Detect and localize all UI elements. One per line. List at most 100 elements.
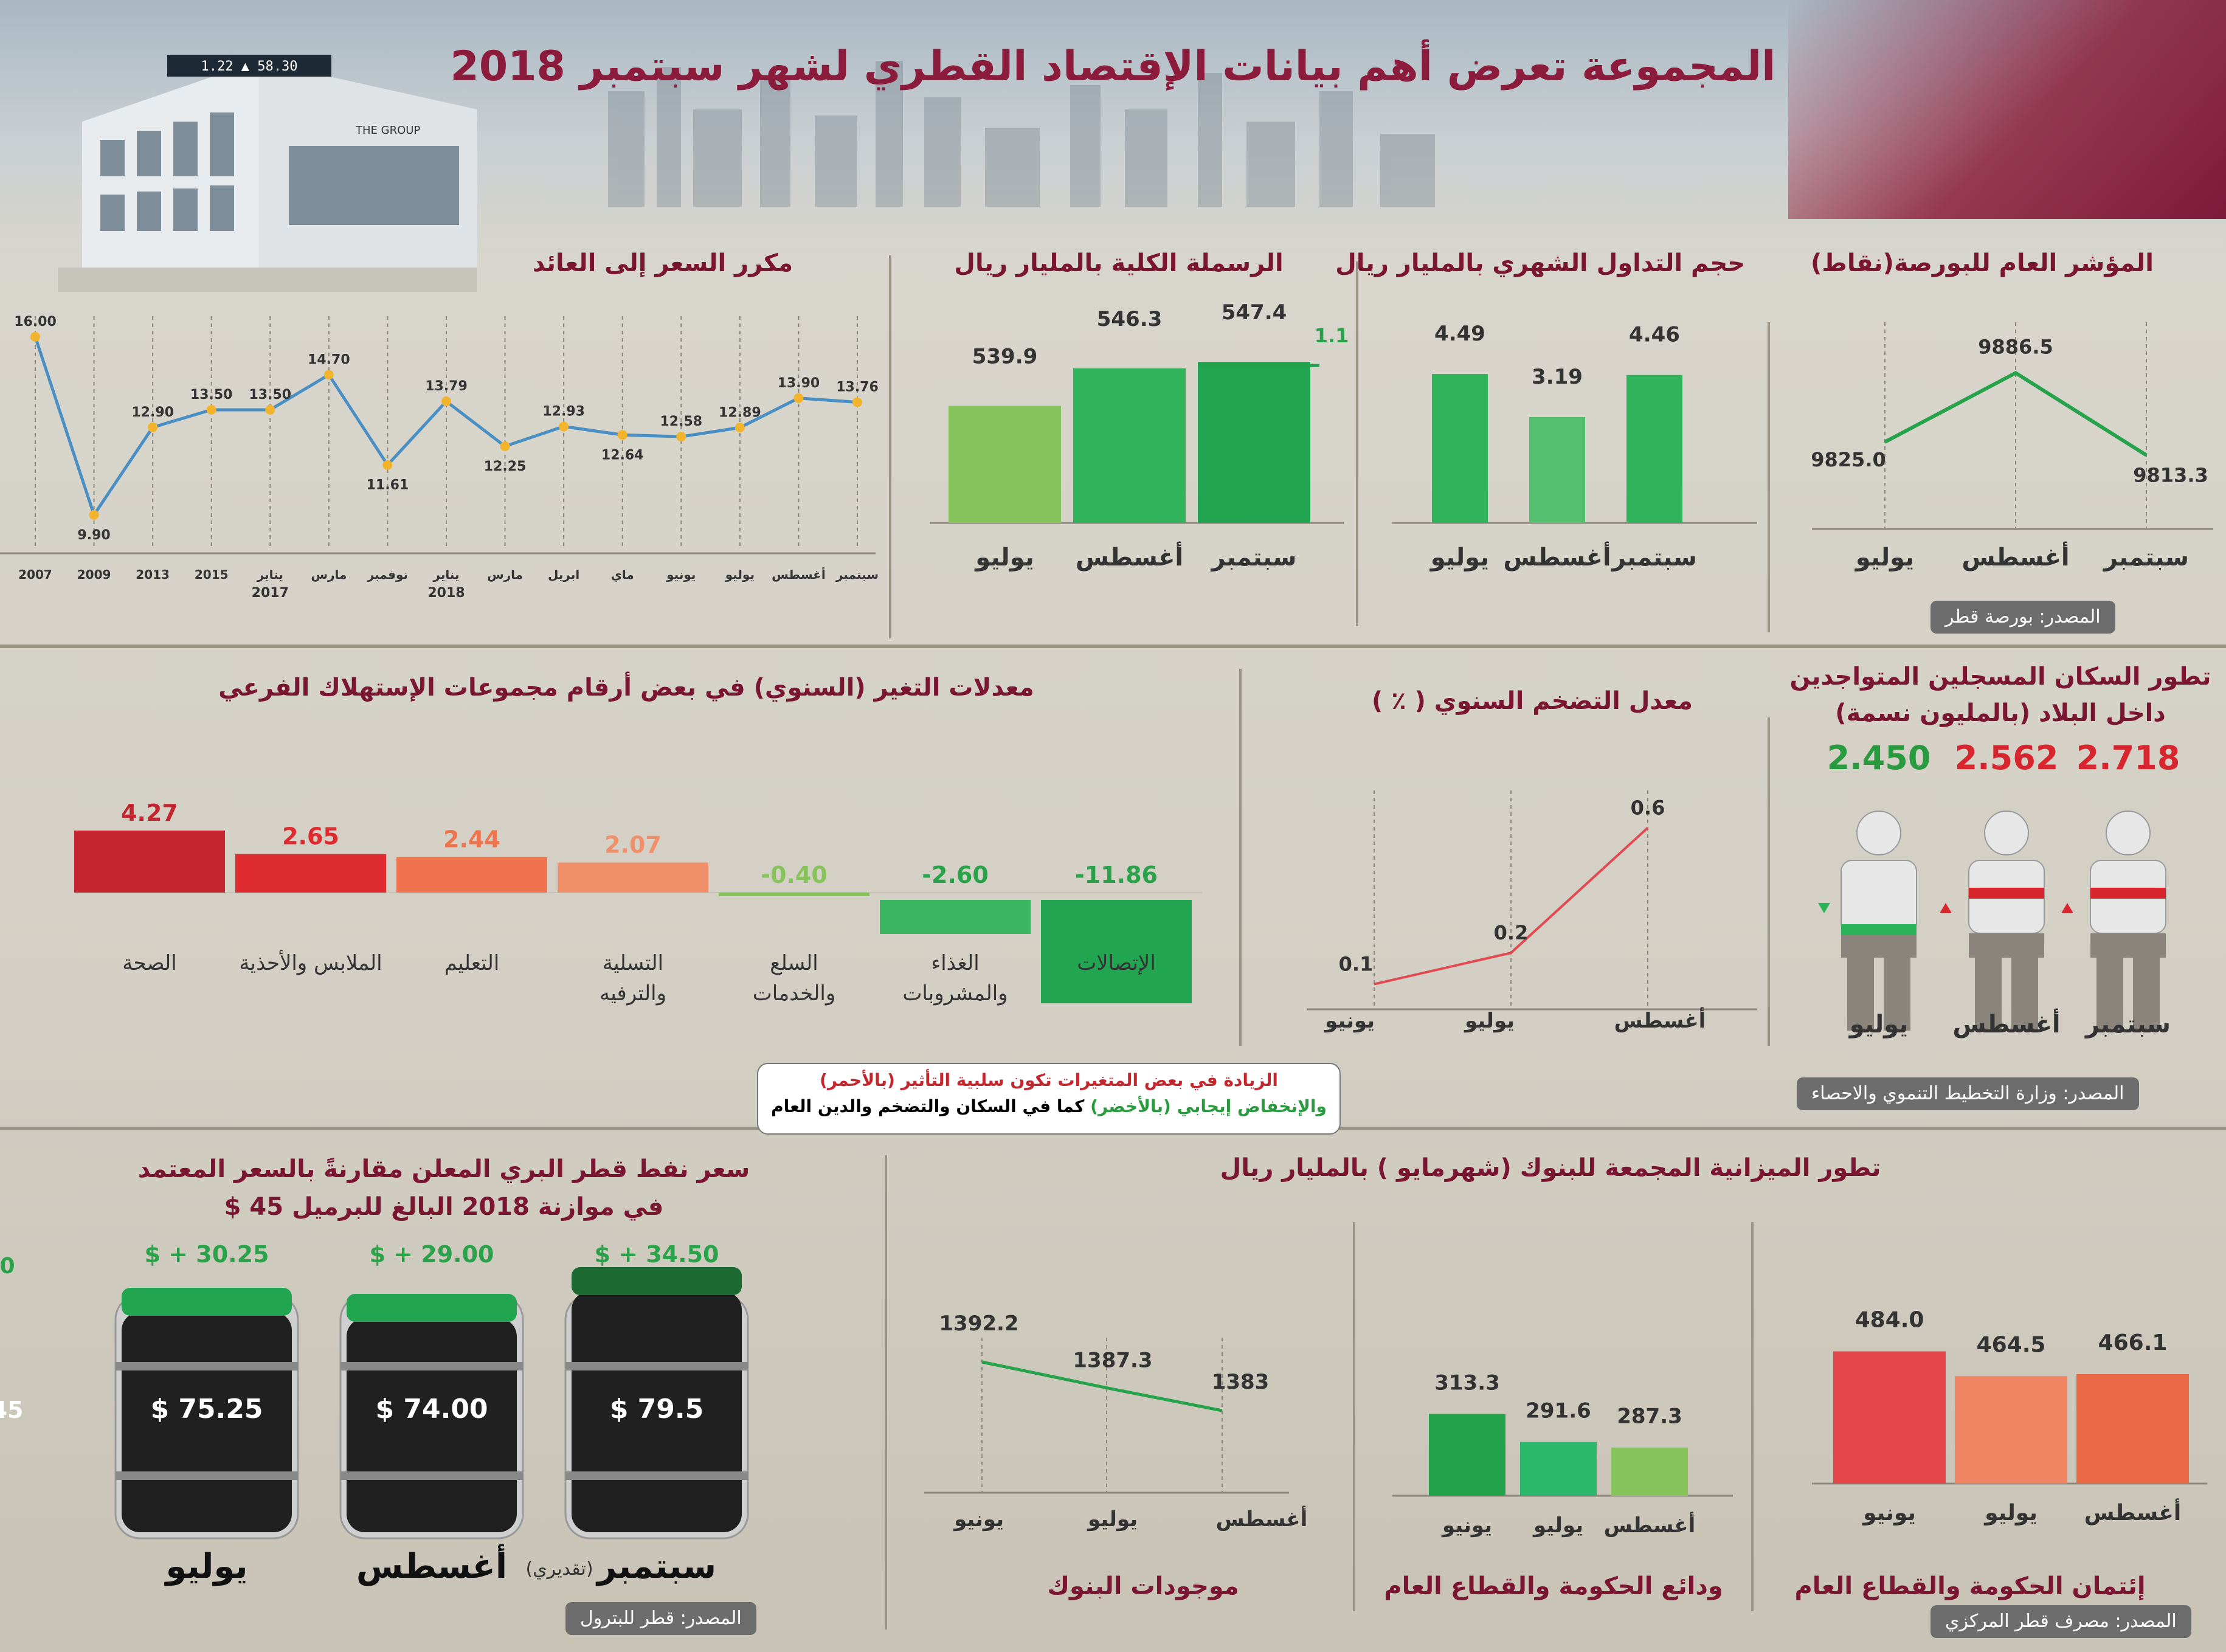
cpi-bar [235, 854, 386, 893]
person-hips [1969, 933, 2044, 958]
barrel-oil-level [347, 1318, 517, 1532]
pe-tick-label: 2015 [195, 567, 229, 582]
svg-mcap-category-label: سبتمبر [1210, 544, 1296, 572]
person-head [2106, 810, 2151, 855]
pe-tick-label: 2009 [77, 567, 111, 582]
svg-credit-category-label: يوليو [1983, 1501, 2038, 1526]
cpi-value-label: 2.44 [443, 826, 500, 853]
pe-data-label: 13.79 [425, 379, 468, 394]
assets-value-label: 1387.3 [1073, 1349, 1152, 1373]
svg-credit-value-label: 466.1 [2098, 1330, 2168, 1355]
pe-data-label: 12.89 [719, 405, 761, 420]
person-leg-right [2133, 958, 2160, 1031]
oil-category-label: سبتمبر [595, 1547, 716, 1586]
pe-ratio-chart: 16.00 2007 9.90 2009 12.90 2013 13.50 2015 13.50… [0, 314, 879, 601]
oil-estimate-label: (تقديري) [525, 1558, 593, 1580]
index-category-label: يوليو [1854, 544, 1915, 572]
increase-arrow-icon [1940, 903, 1952, 913]
pe-point [30, 332, 40, 342]
svg-mcap-bar [1073, 368, 1186, 523]
pe-tick-label: أغسطس [772, 566, 826, 582]
mcap-title: الرسملة الكلية بالمليار ريال [954, 249, 1284, 277]
pe-data-label: 12.93 [542, 404, 585, 419]
person-torso [1841, 860, 1917, 934]
pe-point [382, 460, 393, 470]
svg-mcap-category-label: يوليو [974, 544, 1034, 572]
pop-title-line2: داخل البلاد (بالمليون نسمة) [1835, 699, 2166, 727]
svg-deposits-category-label: يونيو [1441, 1513, 1492, 1538]
ticker-text: 1.22 ▲ 58.30 [201, 59, 298, 74]
barrel-rib [340, 1471, 523, 1480]
barrel-rib [116, 1471, 298, 1480]
divider-deposits-credit [1751, 1222, 1754, 1611]
pe-tick-label: يناير [432, 567, 459, 582]
cpi-bar [74, 831, 225, 893]
cpi-category-label: الإتصالات [1077, 951, 1156, 975]
pe-tick-label: يوليو [725, 567, 755, 582]
svg-tv-category-label: يوليو [1429, 544, 1490, 572]
oil-price-label: $ 79.5 [610, 1394, 704, 1425]
pop-title-line1: تطور السكان المسجلين المتواجدين [1789, 663, 2211, 691]
svg-tv-value-label: 3.19 [1532, 365, 1583, 389]
oil-category-label: يوليو [164, 1547, 247, 1586]
cpi-bar [719, 893, 869, 896]
person-icon [2090, 810, 2166, 1031]
svg-mcap-value-label: 539.9 [972, 345, 1038, 369]
person-hips [1841, 933, 1917, 958]
divider-pe-mcap [889, 255, 891, 638]
svg-tv-category-label: أغسطس [1503, 541, 1611, 572]
infl-category-label: أغسطس [1614, 1007, 1706, 1033]
svg-mcap-bar [1198, 362, 1310, 523]
divider-infl-pop [1768, 717, 1770, 1046]
cpi-category-label: السلع [770, 951, 818, 975]
assets-category-label: أغسطس [1216, 1505, 1308, 1532]
svg-mcap-value-label: 547.4 [1222, 300, 1287, 325]
svg-mcap-category-label: أغسطس [1076, 541, 1183, 572]
assets-category-label: يونيو [953, 1507, 1004, 1532]
infl-category-label: يوليو [1464, 1009, 1515, 1033]
pe-data-label: 9.90 [77, 528, 110, 543]
inflation-chart: 0.1 يونيو 0.2 يوليو 0.6 أغسطس [1307, 790, 1757, 1033]
divider-oil-banks [885, 1155, 887, 1630]
infl-category-label: يونيو [1324, 1009, 1375, 1033]
pe-tick-label: سبتمبر [835, 567, 879, 582]
pop-value-label: 2.562 [1955, 739, 2059, 777]
person-leg-right [1884, 958, 1910, 1031]
svg-credit-value-label: 464.5 [1977, 1332, 2046, 1357]
cpi-category-label: الملابس والأحذية [239, 950, 382, 975]
pe-title: مكرر السعر إلى العائد [532, 249, 793, 277]
pe-point [793, 393, 804, 403]
svg-deposits-category-label: يوليو [1532, 1513, 1583, 1538]
mcap-increase-label: 1.1 [1315, 324, 1349, 347]
infl-value-label: 0.6 [1631, 796, 1665, 819]
barrel-rib [340, 1362, 523, 1370]
pe-point [735, 423, 745, 433]
pe-tick-year: 2018 [427, 586, 465, 601]
divider-row1 [0, 645, 2226, 648]
pe-data-label: 12.64 [601, 448, 644, 463]
svg-credit-bar [1833, 1351, 1946, 1484]
pe-data-label: 12.58 [660, 414, 702, 429]
pop-value-label: 2.718 [2076, 739, 2180, 777]
pop-value-label: 2.450 [1827, 739, 1931, 777]
svg-tv-bar [1626, 375, 1682, 523]
barrel-rib [565, 1471, 748, 1480]
svg-tv-bar [1432, 374, 1488, 523]
oil-edge-value-2: 45 [0, 1397, 23, 1423]
oil-barrel-icon [564, 1267, 749, 1540]
pop-category-label: سبتمبر [2084, 1011, 2171, 1039]
cpi-value-label: 2.65 [282, 823, 339, 850]
cpi-change-chart: 4.27 الصحة 2.65 الملابس والأحذية 2.44 التعليم… [74, 800, 1202, 1006]
pe-data-label: 13.76 [836, 380, 879, 395]
barrel-budget-excess [572, 1267, 742, 1295]
cpi-value-label: -2.60 [922, 862, 989, 888]
pe-point [617, 430, 627, 440]
colour-legend-note: الزيادة في بعض المتغيرات تكون سلبية التأ… [757, 1063, 1341, 1135]
note-line2-green: والإنخفاض إيجابي (بالأخضر) [1090, 1096, 1327, 1116]
pe-tick-label: 2007 [18, 567, 52, 582]
svg-tv-bar [1529, 417, 1585, 523]
trading-volume-chart: 4.49 يوليو 3.19 أغسطس 4.46 سبتمبر [1392, 322, 1757, 572]
cpi-bar [396, 857, 547, 893]
svg-deposits-value-label: 291.6 [1526, 1399, 1591, 1423]
pe-point [676, 432, 686, 442]
